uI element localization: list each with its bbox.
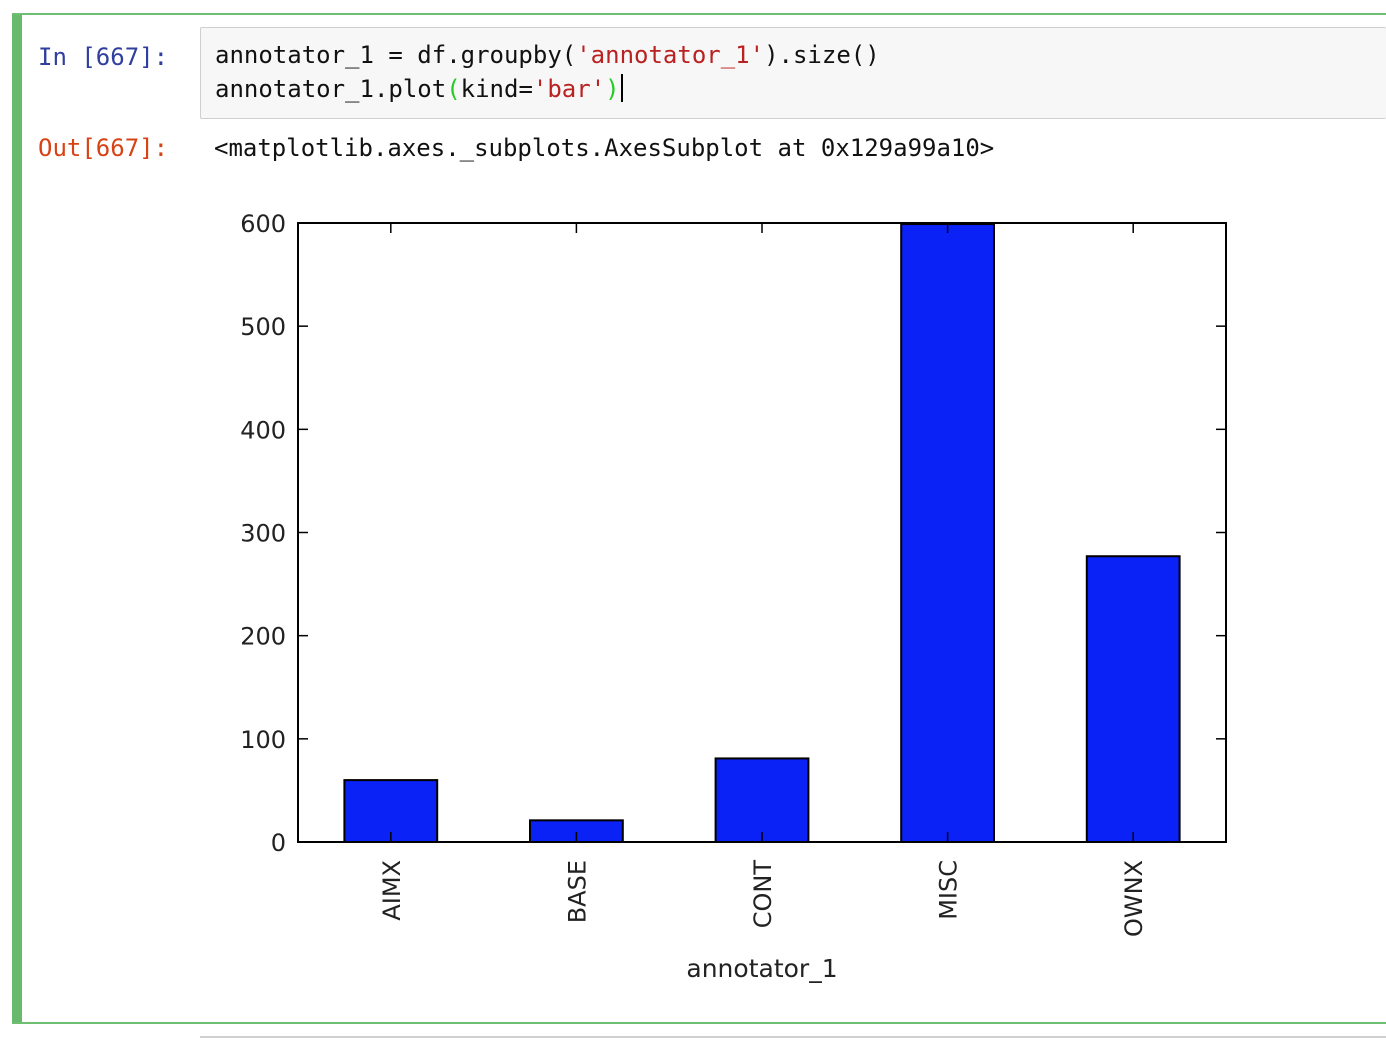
y-tick-label: 100: [240, 726, 286, 754]
code-token: ).size(): [764, 41, 880, 69]
x-tick-label-base: BASE: [563, 860, 591, 923]
code-token: annotator_1.plot: [215, 75, 447, 103]
code-string-token: 'annotator_1': [576, 41, 765, 69]
code-string-token: 'bar': [532, 75, 606, 103]
y-tick-label: 0: [271, 829, 286, 857]
bar-cont: [714, 757, 810, 843]
y-tick-label: 200: [240, 623, 286, 651]
code-line-2: annotator_1.plot(kind='bar'): [215, 74, 623, 103]
next-cell-border: [200, 1036, 1386, 1038]
output-prompt: Out[667]:: [38, 134, 169, 162]
x-tick-label-cont: CONT: [749, 860, 777, 929]
text-cursor: [620, 74, 623, 102]
x-tick-label-aimx: AIMX: [378, 860, 406, 921]
bar-misc: [900, 223, 996, 843]
bar-ownx: [1085, 555, 1181, 843]
cell-selection-bar: [12, 13, 22, 1024]
x-tick-label-misc: MISC: [935, 860, 963, 920]
y-tick-label: 400: [240, 416, 286, 444]
input-prompt: In [667]:: [38, 43, 169, 71]
matched-paren: (: [446, 75, 461, 103]
y-tick-label: 600: [240, 210, 286, 238]
code-token: kind=: [460, 75, 533, 103]
x-tick-label-ownx: OWNX: [1120, 860, 1148, 937]
notebook-cell[interactable]: [12, 13, 1386, 1024]
code-token: annotator_1 = df.groupby(: [215, 41, 577, 69]
matched-paren: ): [605, 75, 620, 103]
output-repr: <matplotlib.axes._subplots.AxesSubplot a…: [214, 134, 995, 162]
code-editor[interactable]: annotator_1 = df.groupby('annotator_1').…: [215, 38, 880, 106]
y-tick-label: 500: [240, 313, 286, 341]
code-input-area[interactable]: annotator_1 = df.groupby('annotator_1').…: [200, 27, 1386, 119]
code-line-1: annotator_1 = df.groupby('annotator_1').…: [215, 41, 880, 69]
x-axis-label: annotator_1: [686, 954, 837, 983]
bar-chart: 0 100 200 300 400 500 600 AIMX BASE CONT MISC OWNX a…: [240, 210, 1227, 983]
y-tick-label: 300: [240, 520, 286, 548]
